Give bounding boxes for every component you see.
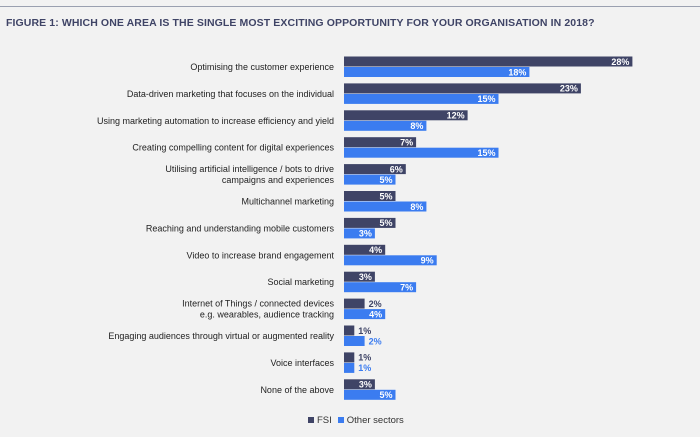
data-label: 2% [369, 299, 382, 309]
bar-fsi [344, 325, 355, 336]
category-label: Optimising the customer experience [190, 62, 334, 72]
bar-fsi [344, 379, 375, 390]
data-label: 5% [379, 191, 392, 201]
bar-fsi [344, 164, 406, 175]
data-label: 7% [400, 138, 413, 148]
data-label: 5% [379, 175, 392, 185]
bar-fsi [344, 271, 375, 282]
category-label: None of the above [260, 385, 334, 395]
data-label: 23% [560, 84, 578, 94]
bar-other-sectors [344, 362, 355, 373]
bar-other-sectors [344, 389, 396, 400]
bar-other-sectors [344, 120, 427, 131]
category-label: Utilising artificial intelligence / bots… [165, 164, 334, 174]
data-label: 15% [477, 148, 495, 158]
category-label: Creating compelling content for digital … [132, 143, 334, 153]
bar-other-sectors [344, 201, 427, 212]
data-label: 7% [400, 283, 413, 293]
bar-other-sectors [344, 228, 375, 239]
data-label: 6% [390, 164, 403, 174]
bar-other-sectors [344, 147, 499, 158]
category-label: Video to increase brand engagement [187, 250, 335, 260]
category-label: Reaching and understanding mobile custom… [146, 223, 335, 233]
data-label: 5% [379, 390, 392, 400]
data-label: 1% [358, 326, 371, 336]
bar-other-sectors [344, 67, 530, 77]
data-label: 5% [379, 218, 392, 228]
chart-title: FIGURE 1: WHICH ONE AREA IS THE SINGLE M… [6, 17, 595, 29]
data-label: 3% [359, 272, 372, 282]
bar-fsi [344, 83, 581, 94]
data-label: 8% [410, 202, 423, 212]
data-label: 12% [447, 111, 465, 121]
data-label: 9% [421, 256, 434, 266]
data-label: 18% [508, 67, 526, 77]
category-label: Voice interfaces [270, 358, 334, 368]
bar-other-sectors [344, 255, 437, 266]
data-label: 28% [611, 57, 629, 67]
data-label: 2% [369, 336, 382, 346]
data-label: 4% [369, 245, 382, 255]
data-label: 1% [358, 353, 371, 363]
data-label: 3% [359, 380, 372, 390]
category-label: Engaging audiences through virtual or au… [108, 331, 334, 341]
legend-swatch-other-sectors [337, 417, 344, 424]
bar-other-sectors [344, 282, 417, 293]
legend-item-fsi: FSI [308, 415, 332, 426]
bar-fsi [344, 298, 365, 309]
bar-fsi [344, 56, 633, 67]
bar-other-sectors [344, 309, 386, 320]
bar-fsi [344, 110, 468, 121]
legend-swatch-fsi [308, 417, 314, 424]
legend-item-other-sectors: Other sectors [337, 415, 404, 426]
data-label: 15% [477, 94, 495, 104]
data-label: 4% [369, 309, 382, 319]
legend-label: FSI [317, 415, 332, 426]
bar-other-sectors [344, 174, 396, 185]
bar-fsi [344, 217, 396, 228]
data-label: 8% [410, 121, 423, 131]
category-label: Using marketing automation to increase e… [97, 116, 334, 126]
bar-fsi [344, 191, 396, 201]
bar-fsi [344, 137, 417, 148]
category-label: Internet of Things / connected devices [182, 299, 334, 309]
category-label: e.g. wearables, audience tracking [200, 310, 334, 320]
top-rule [0, 6, 700, 7]
data-label: 3% [359, 229, 372, 239]
category-label: Multichannel marketing [241, 197, 334, 207]
legend: FSI Other sectors [308, 415, 404, 426]
data-label: 1% [358, 363, 371, 373]
bar-other-sectors [344, 336, 365, 346]
category-label: Social marketing [267, 277, 334, 287]
category-label: Data-driven marketing that focuses on th… [127, 89, 334, 99]
category-label: campaigns and experiences [222, 175, 335, 185]
legend-label: Other sectors [346, 415, 404, 426]
bar-other-sectors [344, 93, 499, 104]
bar-fsi [344, 244, 386, 255]
bar-fsi [344, 352, 355, 363]
